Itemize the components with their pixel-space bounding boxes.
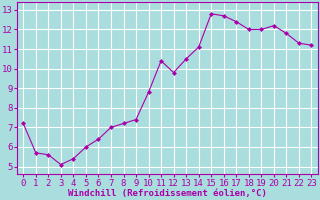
X-axis label: Windchill (Refroidissement éolien,°C): Windchill (Refroidissement éolien,°C) — [68, 189, 267, 198]
